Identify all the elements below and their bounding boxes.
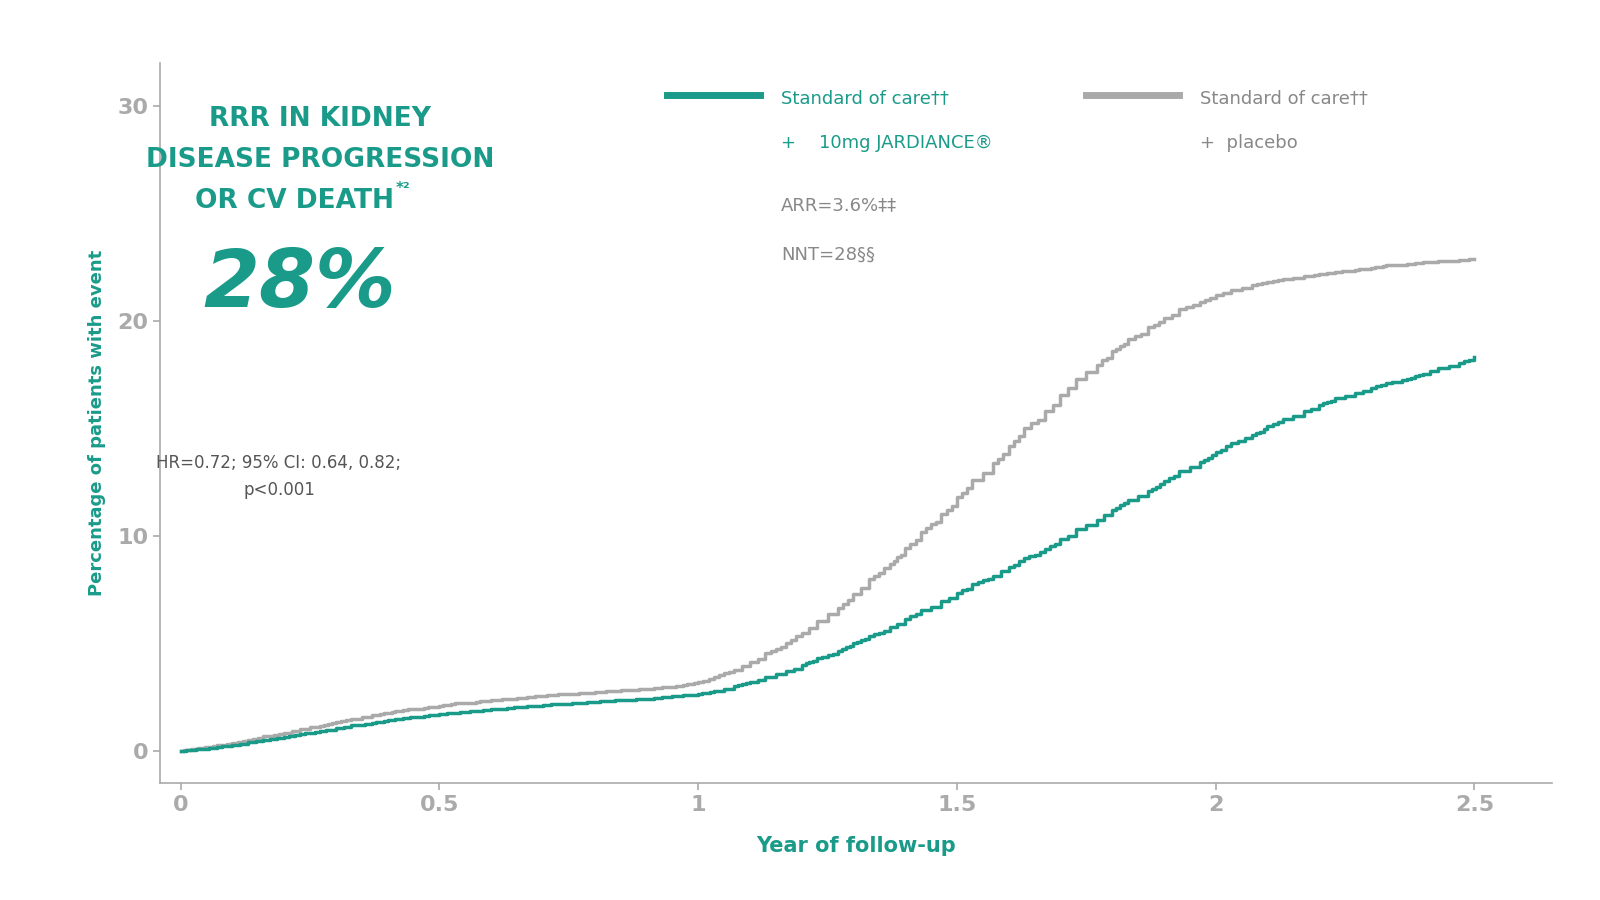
Text: *²: *² — [395, 181, 410, 196]
Text: +  placebo: + placebo — [1200, 134, 1298, 152]
Text: OR CV DEATH: OR CV DEATH — [195, 188, 394, 213]
X-axis label: Year of follow-up: Year of follow-up — [757, 835, 955, 856]
Text: RRR IN KIDNEY: RRR IN KIDNEY — [210, 106, 432, 132]
Text: DISEASE PROGRESSION: DISEASE PROGRESSION — [146, 147, 494, 173]
Text: HR=0.72; 95% CI: 0.64, 0.82;
p<0.001: HR=0.72; 95% CI: 0.64, 0.82; p<0.001 — [157, 454, 402, 499]
Text: Standard of care††: Standard of care†† — [1200, 89, 1368, 107]
Y-axis label: Percentage of patients with event: Percentage of patients with event — [88, 250, 106, 596]
Text: +    10mg JARDIANCE®: + 10mg JARDIANCE® — [781, 134, 992, 152]
Text: NNT=28§§: NNT=28§§ — [781, 246, 875, 264]
Text: 28%: 28% — [203, 246, 397, 324]
Text: Standard of care††: Standard of care†† — [781, 89, 949, 107]
Text: ARR=3.6%‡‡: ARR=3.6%‡‡ — [781, 196, 898, 214]
